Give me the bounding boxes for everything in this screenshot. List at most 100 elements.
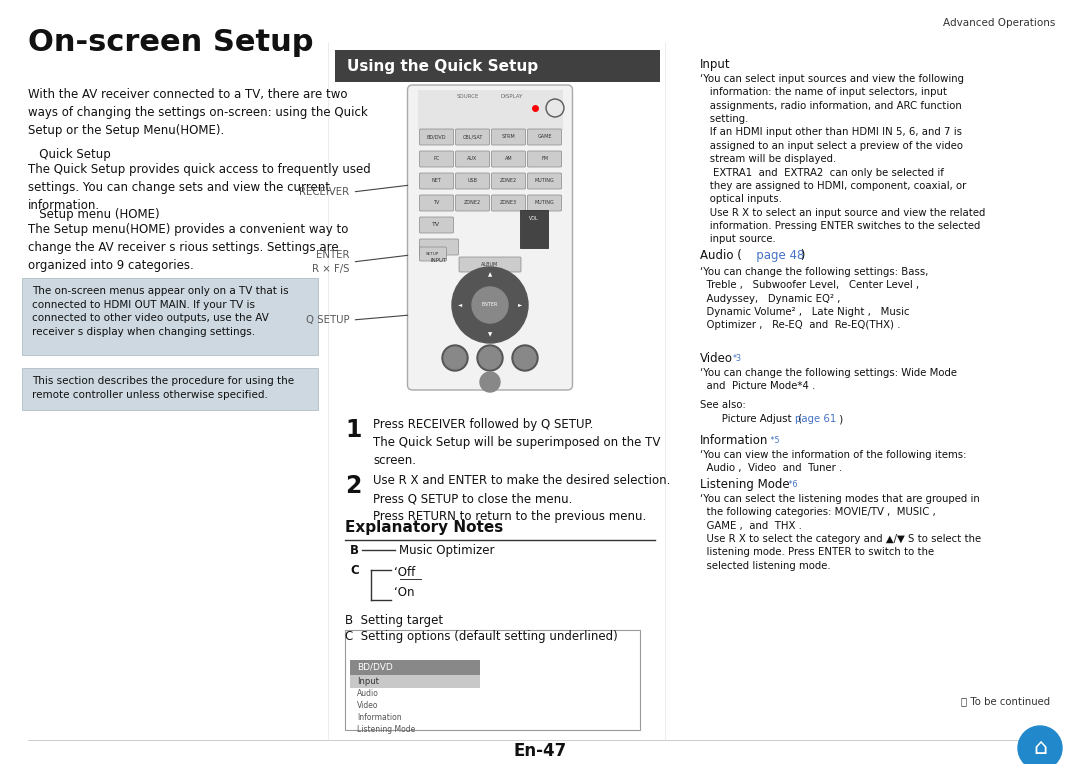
Circle shape (480, 372, 500, 392)
Text: ZONE2: ZONE2 (464, 200, 481, 206)
Text: Video: Video (700, 352, 733, 365)
FancyBboxPatch shape (491, 129, 526, 145)
Text: page 61: page 61 (795, 414, 836, 424)
Text: Information: Information (357, 714, 402, 723)
Text: ‘You can change the following settings: Bass,
  Treble ,   Subwoofer Level,   Ce: ‘You can change the following settings: … (700, 267, 929, 331)
Text: Input: Input (357, 677, 379, 686)
Text: The Quick Setup provides quick access to frequently used
settings. You can chang: The Quick Setup provides quick access to… (28, 163, 370, 212)
Text: INPUT: INPUT (431, 258, 447, 264)
Text: ▲: ▲ (488, 273, 492, 277)
Text: ): ) (836, 414, 843, 424)
FancyBboxPatch shape (419, 217, 454, 233)
Text: STRM: STRM (501, 134, 515, 140)
Text: With the AV receiver connected to a TV, there are two
ways of changing the setti: With the AV receiver connected to a TV, … (28, 88, 368, 137)
Text: ‘You can change the following settings: Wide Mode
  and  Picture Mode*4 .: ‘You can change the following settings: … (700, 368, 957, 391)
Text: Video: Video (357, 701, 378, 711)
Text: ‘You can select input sources and view the following
   information: the name of: ‘You can select input sources and view t… (700, 74, 985, 244)
FancyBboxPatch shape (419, 195, 454, 211)
Text: C: C (350, 564, 359, 577)
FancyBboxPatch shape (419, 173, 454, 189)
FancyBboxPatch shape (419, 247, 446, 261)
FancyBboxPatch shape (419, 129, 454, 145)
Circle shape (444, 347, 465, 369)
FancyBboxPatch shape (527, 173, 562, 189)
Text: ▼: ▼ (488, 332, 492, 338)
Text: The on-screen menus appear only on a TV that is
connected to HDMI OUT MAIN. If y: The on-screen menus appear only on a TV … (32, 286, 288, 337)
Text: TV: TV (432, 222, 441, 228)
Text: page 48: page 48 (745, 249, 805, 262)
FancyBboxPatch shape (459, 257, 521, 272)
FancyBboxPatch shape (419, 151, 454, 167)
Circle shape (477, 345, 503, 371)
Text: 1: 1 (345, 418, 362, 442)
FancyBboxPatch shape (491, 195, 526, 211)
Text: Quick Setup: Quick Setup (28, 148, 111, 161)
Text: Input: Input (700, 58, 731, 71)
Text: ‘On: ‘On (394, 586, 415, 599)
Text: MUTING: MUTING (535, 179, 554, 183)
Text: USB: USB (468, 179, 477, 183)
Text: PC: PC (433, 157, 440, 161)
Text: AUX: AUX (468, 157, 477, 161)
Circle shape (472, 287, 508, 323)
FancyBboxPatch shape (527, 151, 562, 167)
Bar (350, 675, 480, 688)
Text: ‘Off: ‘Off (394, 566, 415, 579)
Bar (519, 210, 548, 248)
Bar (345, 630, 640, 730)
Text: ⌂: ⌂ (1032, 738, 1048, 758)
Text: En-47: En-47 (513, 742, 567, 760)
Text: Advanced Operations: Advanced Operations (943, 18, 1055, 28)
Text: ⤵ To be continued: ⤵ To be continued (961, 696, 1050, 706)
Text: Picture Adjust  (: Picture Adjust ( (712, 414, 812, 424)
Circle shape (453, 267, 528, 343)
Text: SETUP: SETUP (426, 252, 440, 256)
Text: SOURCE: SOURCE (457, 94, 480, 99)
Text: ENTER: ENTER (482, 303, 498, 307)
Text: See also:: See also: (700, 400, 746, 410)
Bar (22, 368, 318, 410)
Bar (350, 660, 480, 675)
Text: *6: *6 (786, 480, 797, 489)
Text: Explanatory Notes: Explanatory Notes (345, 520, 503, 535)
Text: ►: ► (518, 303, 522, 307)
Text: Listening Mode: Listening Mode (700, 478, 789, 491)
Bar (418, 90, 563, 130)
Text: B  Setting target: B Setting target (345, 614, 443, 627)
Circle shape (546, 99, 564, 117)
Text: BD/DVD: BD/DVD (427, 134, 446, 140)
FancyBboxPatch shape (456, 173, 489, 189)
Text: RECEIVER: RECEIVER (299, 187, 350, 197)
Text: On-screen Setup: On-screen Setup (28, 28, 313, 57)
Bar (22, 278, 318, 355)
Text: Audio: Audio (357, 689, 379, 698)
Text: Q SETUP: Q SETUP (306, 315, 350, 325)
Text: 2: 2 (345, 474, 362, 498)
Circle shape (514, 347, 536, 369)
FancyBboxPatch shape (491, 151, 526, 167)
Circle shape (480, 347, 501, 369)
Text: C  Setting options (default setting underlined): C Setting options (default setting under… (345, 630, 618, 643)
FancyBboxPatch shape (527, 195, 562, 211)
Text: Audio (: Audio ( (700, 249, 742, 262)
Text: FM: FM (541, 157, 548, 161)
Text: Press RECEIVER followed by Q SETUP.
The Quick Setup will be superimposed on the : Press RECEIVER followed by Q SETUP. The … (373, 418, 660, 467)
Text: DISPLAY: DISPLAY (501, 94, 523, 99)
FancyBboxPatch shape (456, 129, 489, 145)
Text: AM: AM (504, 157, 512, 161)
Text: ‘You can view the information of the following items:
  Audio ,  Video  and  Tun: ‘You can view the information of the fol… (700, 450, 967, 474)
Text: ZONE2: ZONE2 (500, 179, 517, 183)
Bar (335, 50, 660, 82)
Text: VOL: VOL (529, 216, 539, 221)
Text: *5: *5 (768, 436, 780, 445)
Circle shape (1018, 726, 1062, 764)
Circle shape (548, 101, 563, 115)
Text: B: B (350, 544, 359, 557)
FancyBboxPatch shape (456, 195, 489, 211)
FancyBboxPatch shape (491, 173, 526, 189)
Text: Listening Mode: Listening Mode (357, 726, 415, 734)
Text: BD/DVD: BD/DVD (357, 663, 393, 672)
Circle shape (512, 345, 538, 371)
Text: Using the Quick Setup: Using the Quick Setup (347, 59, 538, 73)
Text: ALBUM: ALBUM (482, 261, 499, 267)
